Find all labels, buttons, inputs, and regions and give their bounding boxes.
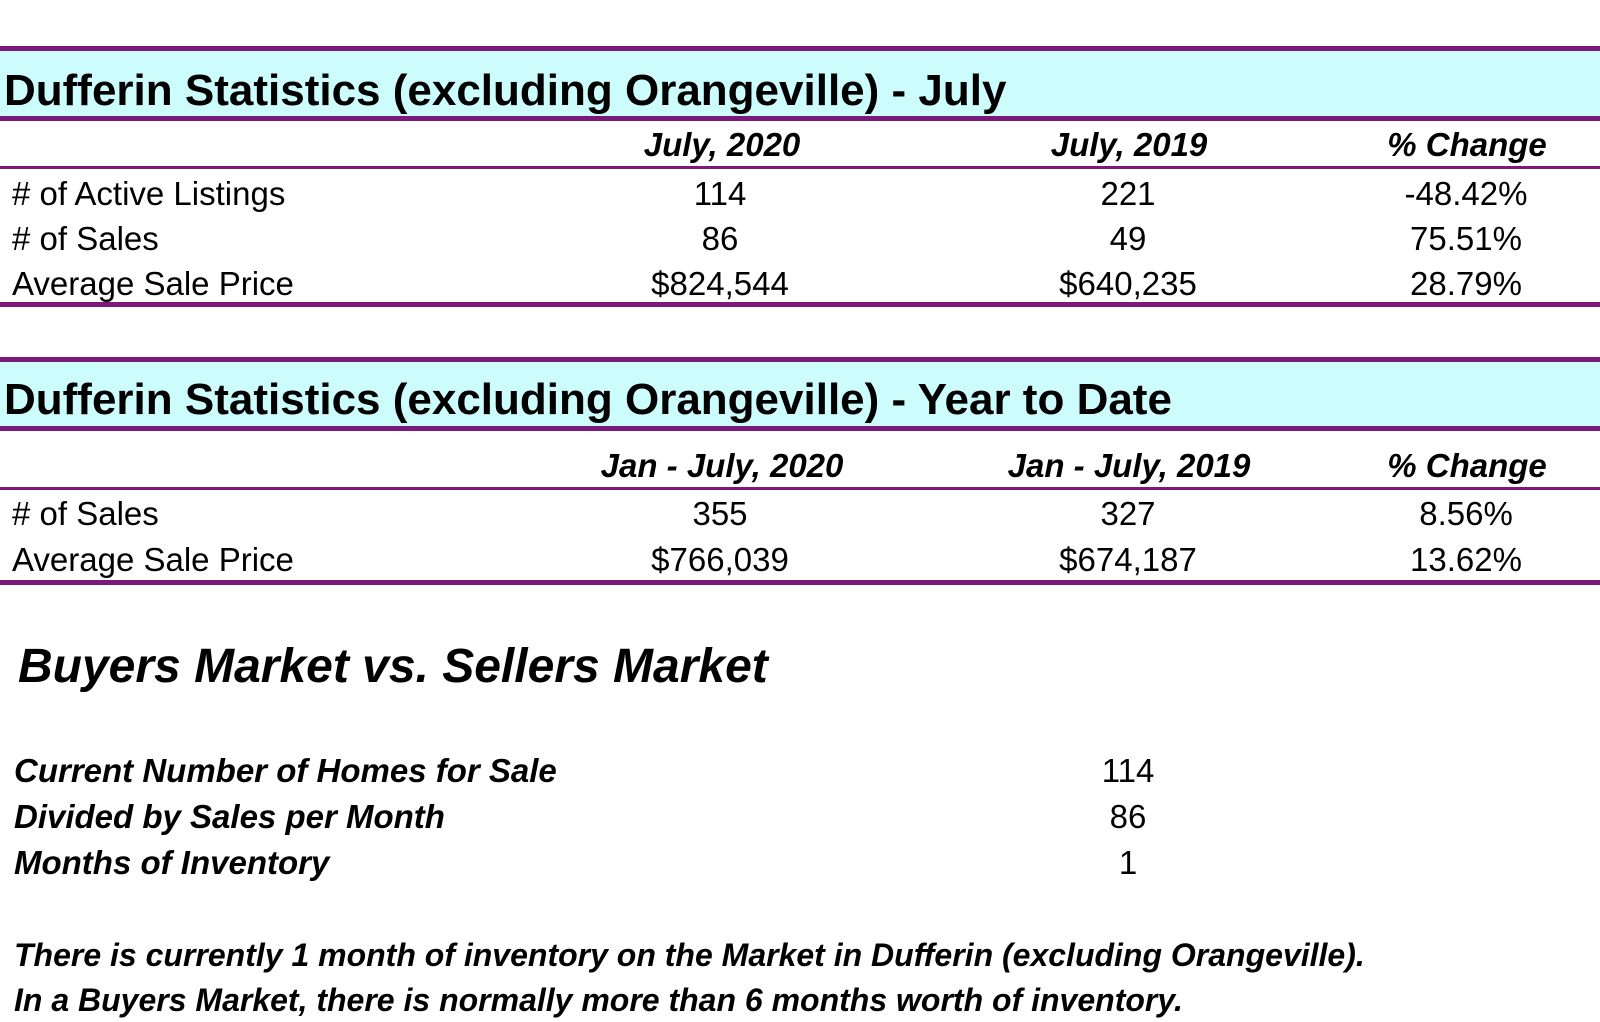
market-note-line-2: In a Buyers Market, there is normally mo… bbox=[14, 982, 1183, 1018]
july-col-2020-header: July, 2020 bbox=[643, 126, 801, 163]
july-row-value-2019: 221 bbox=[1100, 175, 1156, 212]
july-row-label: Average Sale Price bbox=[12, 265, 294, 302]
ytd-row-value-2020: 355 bbox=[692, 495, 748, 532]
july-row-value-2020: $824,544 bbox=[651, 265, 789, 302]
ytd-title-band: Dufferin Statistics (excluding Orangevil… bbox=[0, 357, 1600, 431]
july-row-value-2020: 86 bbox=[701, 220, 739, 257]
market-item-label: Months of Inventory bbox=[14, 844, 330, 881]
ytd-col-change-header: % Change bbox=[1387, 447, 1547, 484]
july-row-label: # of Sales bbox=[12, 220, 159, 257]
july-row-value-2019: $640,235 bbox=[1059, 265, 1197, 302]
july-header-rule bbox=[0, 166, 1600, 169]
market-item-value: 1 bbox=[1118, 844, 1138, 881]
july-row-change: -48.42% bbox=[1404, 175, 1528, 212]
ytd-header-rule bbox=[0, 487, 1600, 490]
july-row-label: # of Active Listings bbox=[12, 175, 286, 212]
july-row-change: 28.79% bbox=[1410, 265, 1522, 302]
ytd-section-title: Dufferin Statistics (excluding Orangevil… bbox=[4, 375, 1172, 424]
ytd-row-value-2019: $674,187 bbox=[1059, 541, 1197, 578]
ytd-col-2020-header: Jan - July, 2020 bbox=[600, 447, 844, 484]
july-row-value-2020: 114 bbox=[693, 175, 747, 212]
market-item-value: 114 bbox=[1101, 752, 1155, 789]
market-item-label: Current Number of Homes for Sale bbox=[14, 752, 557, 789]
july-row-change: 75.51% bbox=[1410, 220, 1522, 257]
market-item-value: 86 bbox=[1109, 798, 1147, 835]
july-bottom-rule bbox=[0, 302, 1600, 307]
july-col-change-header: % Change bbox=[1387, 126, 1547, 163]
market-note-line-1: There is currently 1 month of inventory … bbox=[14, 937, 1365, 973]
ytd-row-change: 8.56% bbox=[1419, 495, 1513, 532]
ytd-row-label: Average Sale Price bbox=[12, 541, 294, 578]
july-col-2019-header: July, 2019 bbox=[1050, 126, 1208, 163]
ytd-row-label: # of Sales bbox=[12, 495, 159, 532]
ytd-row-change: 13.62% bbox=[1410, 541, 1522, 578]
market-heading: Buyers Market vs. Sellers Market bbox=[18, 640, 768, 693]
ytd-col-2019-header: Jan - July, 2019 bbox=[1007, 447, 1251, 484]
market-item-label: Divided by Sales per Month bbox=[14, 798, 445, 835]
ytd-row-value-2020: $766,039 bbox=[651, 541, 789, 578]
ytd-bottom-rule bbox=[0, 580, 1600, 585]
july-title-band: Dufferin Statistics (excluding Orangevil… bbox=[0, 46, 1600, 121]
july-row-value-2019: 49 bbox=[1109, 220, 1147, 257]
july-section-title: Dufferin Statistics (excluding Orangevil… bbox=[4, 66, 1007, 115]
ytd-row-value-2019: 327 bbox=[1100, 495, 1156, 532]
